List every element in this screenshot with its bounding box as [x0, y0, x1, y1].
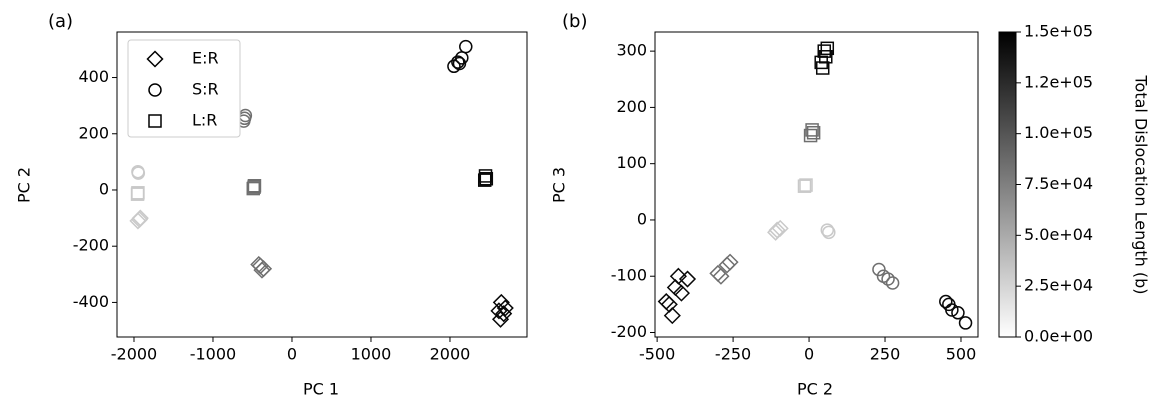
marker-square	[797, 179, 812, 193]
plot-area	[655, 32, 978, 337]
y-tick-label: 200	[78, 123, 109, 142]
marker-diamond	[146, 50, 164, 68]
marker-circle	[452, 56, 467, 71]
marker-circle	[885, 276, 900, 290]
marker-diamond	[660, 295, 678, 313]
axes-frame	[116, 31, 528, 338]
colorbar-tick-label: 5.0e+04	[1024, 225, 1093, 244]
marker-square	[819, 50, 833, 64]
marker-circle	[958, 316, 973, 330]
x-tick-label: 0	[287, 345, 297, 364]
marker-circle	[459, 39, 473, 54]
marker-diamond	[492, 293, 510, 311]
x-tick-label: 250	[870, 345, 901, 364]
y-tick-label: -200	[611, 322, 647, 341]
colorbar	[998, 31, 1017, 338]
legend-label: E:R	[192, 49, 219, 68]
x-tick-label: -1000	[190, 345, 237, 364]
marker-diamond	[721, 253, 739, 271]
y-axis-label: PC 3	[550, 167, 569, 203]
marker-diamond	[663, 307, 681, 325]
marker-diamond	[131, 209, 149, 227]
panel-label: (b)	[562, 11, 587, 32]
y-tick-label: 100	[616, 153, 647, 172]
marker-square	[805, 123, 819, 137]
marker-diamond	[678, 270, 697, 288]
marker-circle	[951, 306, 965, 320]
marker-square	[246, 181, 261, 196]
legend-box	[127, 39, 241, 138]
colorbar-label: Total Dislocation Length (b)	[1132, 74, 1151, 294]
marker-circle	[872, 262, 886, 277]
marker-circle	[451, 55, 465, 69]
x-axis-label: PC 1	[303, 380, 339, 399]
marker-square	[477, 173, 492, 187]
marker-diamond	[709, 264, 727, 282]
marker-square	[148, 114, 162, 128]
marker-diamond	[672, 284, 690, 302]
marker-square	[799, 178, 813, 192]
x-tick-label: -500	[639, 345, 675, 364]
legend-label: S:R	[192, 80, 219, 99]
marker-square	[130, 187, 145, 201]
x-tick-label: -2000	[111, 345, 158, 364]
panel-label: (a)	[48, 11, 73, 32]
y-tick-label: -400	[73, 292, 109, 311]
y-tick-label: -200	[73, 236, 109, 255]
y-tick-label: 300	[616, 41, 647, 60]
marker-diamond	[666, 278, 684, 297]
colorbar-tick-label: 2.5e+04	[1024, 276, 1093, 295]
y-tick-label: 0	[637, 209, 647, 228]
x-tick-label: 500	[946, 345, 977, 364]
marker-circle	[820, 223, 835, 237]
marker-diamond	[767, 223, 785, 241]
marker-diamond	[491, 310, 510, 328]
marker-diamond	[254, 260, 273, 278]
y-tick-label: 400	[78, 67, 109, 86]
x-tick-label: 1000	[351, 345, 392, 364]
marker-square	[478, 169, 493, 183]
legend-label: L:R	[192, 111, 217, 130]
x-axis-label: PC 2	[797, 380, 833, 399]
marker-circle	[942, 297, 956, 312]
marker-diamond	[490, 302, 508, 320]
x-tick-label: -250	[715, 345, 751, 364]
marker-square	[247, 179, 262, 193]
colorbar-tick-label: 1.0e+05	[1024, 123, 1093, 142]
colorbar-tick-label: 1.5e+05	[1024, 22, 1093, 41]
x-tick-label: 0	[804, 345, 814, 364]
colorbar-tick-label: 1.2e+05	[1024, 72, 1093, 91]
y-tick-label: 200	[616, 97, 647, 116]
marker-square	[479, 171, 494, 186]
x-tick-label: 2000	[430, 345, 471, 364]
y-tick-label: -100	[611, 266, 647, 285]
y-axis-label: PC 2	[15, 167, 34, 203]
marker-circle	[131, 166, 146, 180]
marker-circle	[148, 83, 162, 97]
marker-square	[806, 125, 821, 140]
marker-square	[820, 41, 835, 56]
marker-circle	[881, 272, 895, 286]
colorbar-tick-label: 7.5e+04	[1024, 174, 1093, 193]
colorbar-tick-label: 0.0e+00	[1024, 327, 1093, 346]
axes-frame	[654, 31, 979, 338]
marker-circle	[822, 225, 836, 240]
y-tick-label: 0	[99, 179, 109, 198]
